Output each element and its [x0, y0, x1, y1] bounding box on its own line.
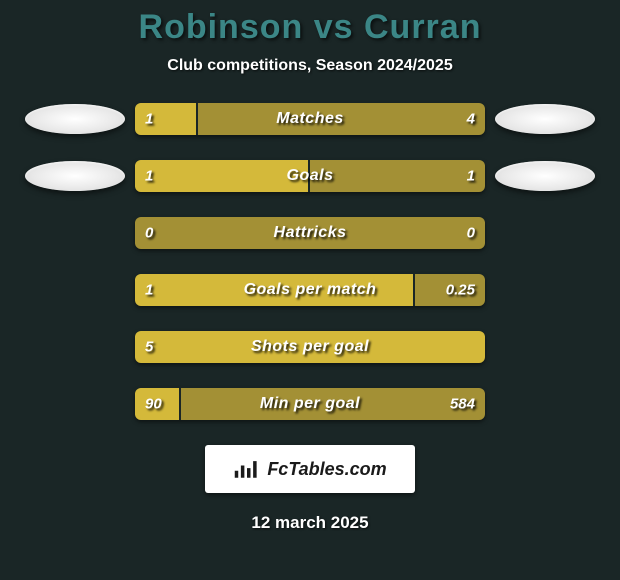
- stat-bar: Goals 1 1: [135, 160, 485, 192]
- stat-row: Min per goal 90 584: [0, 388, 620, 420]
- stat-label: Shots per goal: [251, 338, 369, 356]
- club-badge-right: [495, 104, 595, 134]
- stat-row: Shots per goal 5: [0, 331, 620, 363]
- stat-value-left: 1: [145, 168, 153, 185]
- stat-value-left: 90: [145, 396, 162, 413]
- club-badge-left: [25, 104, 125, 134]
- stat-value-right: 4: [467, 111, 475, 128]
- stat-value-left: 0: [145, 225, 153, 242]
- page-title: Robinson vs Curran: [0, 8, 620, 47]
- player-right-name: Curran: [364, 8, 481, 46]
- stat-row: Matches 1 4: [0, 103, 620, 135]
- stat-bar: Shots per goal 5: [135, 331, 485, 363]
- bar-segment-left: [135, 160, 310, 192]
- stat-value-left: 1: [145, 282, 153, 299]
- stat-row: Hattricks 0 0: [0, 217, 620, 249]
- brand-badge: FcTables.com: [205, 445, 415, 493]
- brand-text: FcTables.com: [267, 459, 386, 480]
- stat-bar: Matches 1 4: [135, 103, 485, 135]
- stat-label: Goals per match: [244, 281, 377, 299]
- stat-value-left: 1: [145, 111, 153, 128]
- club-badge-left: [25, 161, 125, 191]
- player-left-name: Robinson: [139, 8, 304, 46]
- vs-text: vs: [303, 8, 364, 46]
- subtitle: Club competitions, Season 2024/2025: [0, 57, 620, 75]
- stat-value-left: 5: [145, 339, 153, 356]
- stat-label: Min per goal: [260, 395, 360, 413]
- stat-value-right: 0: [467, 225, 475, 242]
- date-text: 12 march 2025: [0, 513, 620, 533]
- comparison-card: Robinson vs Curran Club competitions, Se…: [0, 0, 620, 533]
- stat-value-right: 0.25: [446, 282, 475, 299]
- stat-bar: Goals per match 1 0.25: [135, 274, 485, 306]
- stat-value-right: 1: [467, 168, 475, 185]
- stat-row: Goals 1 1: [0, 160, 620, 192]
- stat-bar: Min per goal 90 584: [135, 388, 485, 420]
- stats-list: Matches 1 4 Goals 1 1 Hattricks 0 0 Goals per mat…: [0, 103, 620, 420]
- club-badge-right: [495, 161, 595, 191]
- stat-bar: Hattricks 0 0: [135, 217, 485, 249]
- chart-icon: [233, 457, 261, 481]
- stat-label: Goals: [287, 167, 334, 185]
- stat-value-right: 584: [450, 396, 475, 413]
- stat-label: Hattricks: [274, 224, 347, 242]
- stat-label: Matches: [276, 110, 344, 128]
- stat-row: Goals per match 1 0.25: [0, 274, 620, 306]
